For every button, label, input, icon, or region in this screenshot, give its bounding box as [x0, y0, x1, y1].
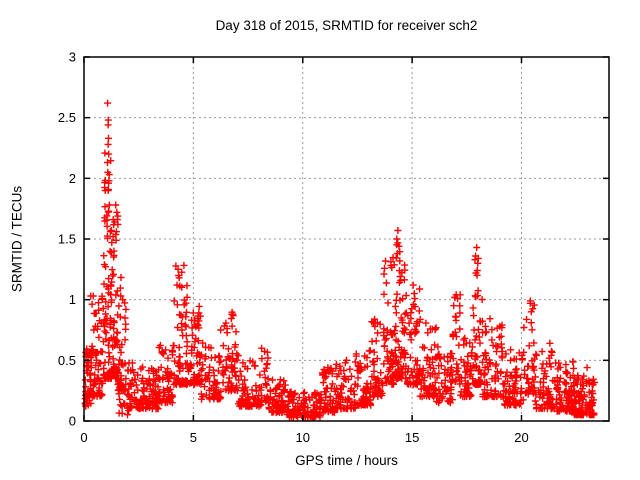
- x-tick-label: 10: [296, 430, 310, 445]
- x-tick-label: 15: [405, 430, 419, 445]
- x-axis-label: GPS time / hours: [295, 453, 398, 468]
- chart-title: Day 318 of 2015, SRMTID for receiver sch…: [215, 18, 478, 33]
- tick-labels: 0 5 10 15 20 0 0.5 1 1.5 2 2.5 3: [58, 50, 529, 446]
- x-tick-label: 0: [80, 430, 87, 445]
- y-tick-label: 0.5: [58, 353, 76, 368]
- y-tick-label: 1: [69, 292, 76, 307]
- x-tick-label: 20: [514, 430, 528, 445]
- grid-lines: [84, 57, 609, 421]
- x-tick-label: 5: [190, 430, 197, 445]
- y-tick-label: 1.5: [58, 232, 76, 247]
- scatter-points: [81, 99, 599, 421]
- y-tick-label: 0: [69, 414, 76, 429]
- y-tick-label: 2.5: [58, 110, 76, 125]
- y-tick-label: 3: [69, 50, 76, 65]
- axes: [83, 56, 610, 422]
- y-tick-label: 2: [69, 171, 76, 186]
